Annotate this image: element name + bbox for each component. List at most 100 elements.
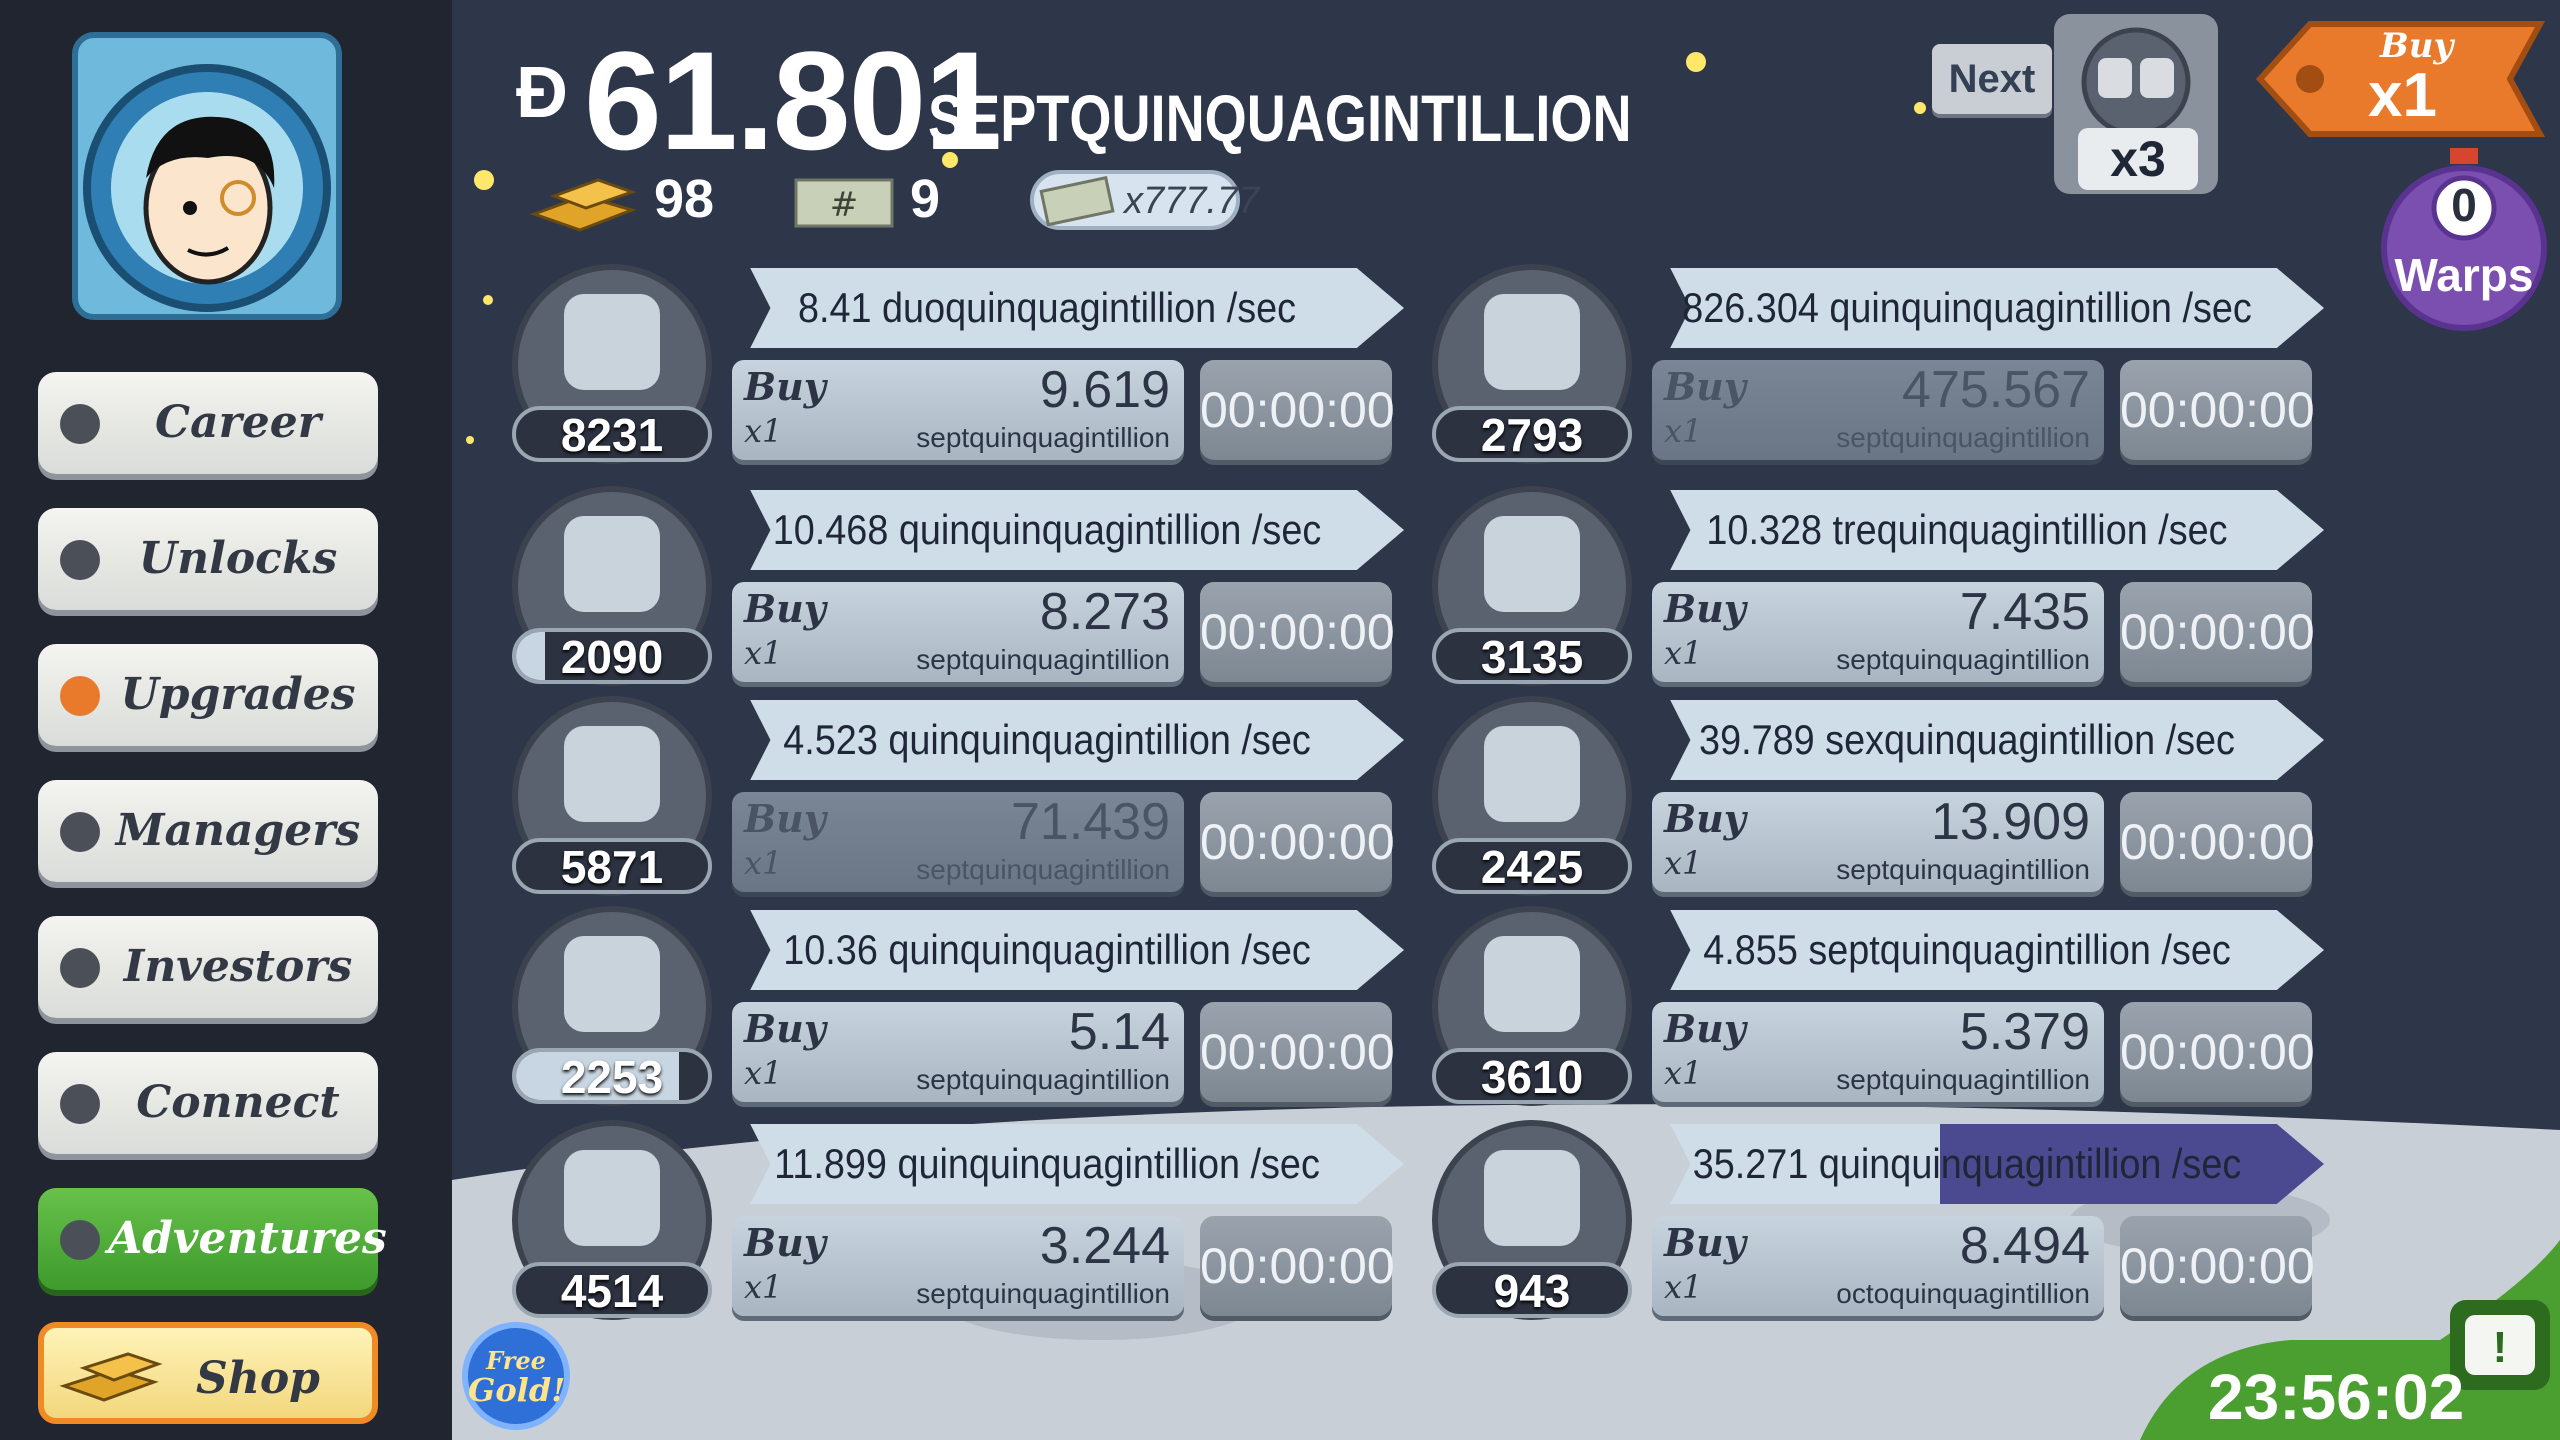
business-count-bar: 5871: [512, 838, 712, 894]
warps-label: Warps: [2394, 249, 2534, 301]
business-rate-bar[interactable]: 39.789 sexquinquagintillion /sec: [1650, 700, 2324, 780]
buy-cost-unit: septquinquagintillion: [916, 422, 1170, 453]
buy-cost: 8.273: [1039, 583, 1170, 641]
moon-barn-icon: [1484, 294, 1580, 390]
buy-mode-label: Buy: [2380, 26, 2454, 66]
free-gold-button[interactable]: Free Gold!: [462, 1322, 570, 1430]
sidebar-item-label: Career: [155, 397, 321, 448]
money-value: 61.801: [584, 22, 1002, 179]
buy-label: Buy: [1664, 586, 1746, 631]
sidebar-item-shop[interactable]: Shop: [38, 1322, 378, 1424]
multiplier-value: x777.77: [1124, 180, 1260, 222]
warps-badge[interactable]: 0 Warps: [2380, 148, 2548, 336]
money-unit: SEPTQUINQUAGINTILLION: [928, 81, 1632, 155]
moon-boots-icon: [2081, 27, 2191, 134]
buy-qty: x1: [1664, 634, 1703, 672]
business-rate: 39.789 sexquinquagintillion /sec: [1699, 716, 2235, 763]
business-rate-bar[interactable]: 10.36 quinquinquagintillion /sec: [730, 910, 1404, 990]
buy-button[interactable]: Buy x1 71.439 septquinquagintillion: [732, 792, 1184, 892]
sidebar-item-connect[interactable]: Connect: [38, 1052, 378, 1154]
buy-button[interactable]: Buy x1 9.619 septquinquagintillion: [732, 360, 1184, 460]
rate-bar-shape: [750, 1124, 1404, 1204]
business-rate: 35.271 quinquinquagintillion /sec: [1692, 1140, 2242, 1187]
sidebar-item-career[interactable]: Career: [38, 372, 378, 474]
currency-symbol: Ð: [516, 53, 568, 133]
business-rate-bar[interactable]: 10.468 quinquinquagintillion /sec: [730, 490, 1404, 570]
business-timer: 00:00:00: [2120, 582, 2315, 682]
buy-cost: 5.14: [1068, 1003, 1170, 1061]
buy-cost-unit: septquinquagintillion: [1836, 854, 2090, 885]
buy-button[interactable]: Buy x1 5.379 septquinquagintillion: [1652, 1002, 2104, 1102]
buy-label: Buy: [744, 796, 826, 841]
business-count: 4514: [560, 1265, 664, 1317]
free-gold-line2: Gold!: [468, 1371, 566, 1409]
sidebar-item-label: Connect: [136, 1077, 340, 1128]
buy-button[interactable]: Buy x1 3.244 septquinquagintillion: [732, 1216, 1184, 1316]
buy-mode-value: x1: [2368, 61, 2437, 130]
business-rate-bar[interactable]: 4.855 septquinquagintillion /sec: [1650, 910, 2324, 990]
business-rate: 11.899 quinquinquagintillion /sec: [774, 1140, 1320, 1187]
buy-qty: x1: [744, 1054, 783, 1092]
business-rate-bar[interactable]: 826.304 quinquinquagintillion /sec: [1650, 268, 2324, 348]
gold-bars-icon: [59, 1352, 163, 1402]
buy-label: Buy: [744, 1220, 826, 1265]
business-timer: 00:00:00: [1200, 792, 1395, 892]
business-timer: 00:00:00: [1200, 1002, 1395, 1102]
svg-text:#: #: [830, 185, 859, 225]
buy-qty: x1: [1664, 1054, 1703, 1092]
sidebar-item-adventures[interactable]: Adventures: [38, 1188, 387, 1290]
warp-clock-icon: [2381, 148, 2547, 331]
buy-label: Buy: [1664, 796, 1746, 841]
buy-button[interactable]: Buy x1 8.273 septquinquagintillion: [732, 582, 1184, 682]
player-avatar[interactable]: [72, 32, 342, 320]
rate-bar-shape: [750, 700, 1404, 780]
status-dot: [60, 1084, 100, 1124]
business-rate-bar[interactable]: 10.328 trequinquagintillion /sec: [1650, 490, 2324, 570]
buy-label: Buy: [744, 586, 826, 631]
business-count-bar: 943: [1432, 1262, 1632, 1318]
business-rate-bar[interactable]: 4.523 quinquinquagintillion /sec: [730, 700, 1404, 780]
sidebar-item-label: Shop: [196, 1353, 320, 1404]
buy-cost-unit: septquinquagintillion: [916, 1278, 1170, 1309]
business-rate-bar[interactable]: 8.41 duoquinquagintillion /sec: [730, 268, 1404, 348]
business-rate: 10.328 trequinquagintillion /sec: [1706, 506, 2228, 553]
status-dot: [60, 948, 100, 988]
buy-label: Buy: [1664, 1220, 1746, 1265]
business-rate: 826.304 quinquinquagintillion /sec: [1682, 284, 2252, 331]
business-rate-bar[interactable]: 11.899 quinquinquagintillion /sec: [730, 1124, 1404, 1204]
rate-bar-shape: [1670, 910, 2324, 990]
status-dot: [60, 812, 100, 852]
buy-cost: 71.439: [1010, 793, 1170, 851]
svg-text:!: !: [2493, 1323, 2508, 1372]
buy-label: Buy: [1664, 364, 1746, 409]
business-timer: 00:00:00: [2120, 360, 2315, 460]
rate-bar-shape: [1670, 490, 2324, 570]
next-unlock-button[interactable]: Next: [1932, 44, 2052, 114]
sidebar-item-managers[interactable]: Managers: [38, 780, 378, 882]
buy-qty: x1: [744, 412, 783, 450]
buy-button[interactable]: Buy x1 475.567 septquinquagintillion: [1652, 360, 2104, 460]
sidebar-item-unlocks[interactable]: Unlocks: [38, 508, 378, 610]
sidebar-item-label: Managers: [115, 805, 361, 856]
buy-button[interactable]: Buy x1 8.494 octoquinquagintillion: [1652, 1216, 2104, 1316]
astronaut-icon: [83, 64, 331, 312]
buy-qty: x1: [744, 1268, 783, 1306]
buy-button[interactable]: Buy x1 13.909 septquinquagintillion: [1652, 792, 2104, 892]
tv-panel[interactable]: !: [2140, 1240, 2560, 1440]
sidebar-item-upgrades[interactable]: Upgrades: [38, 644, 378, 746]
buy-mode-button[interactable]: Buy x1: [2250, 14, 2550, 144]
rate-progress: [1939, 1124, 2324, 1204]
buy-cost-unit: septquinquagintillion: [1836, 1064, 2090, 1095]
business-count: 3135: [1480, 631, 1584, 683]
gold-count: 98: [654, 169, 715, 229]
business-rate-bar[interactable]: 35.271 quinquinquagintillion /sec: [1650, 1124, 2324, 1204]
business-rate: 4.855 septquinquagintillion /sec: [1703, 926, 2231, 973]
buy-cost-unit: septquinquagintillion: [916, 854, 1170, 885]
sidebar-item-investors[interactable]: Investors: [38, 916, 378, 1018]
buy-button[interactable]: Buy x1 7.435 septquinquagintillion: [1652, 582, 2104, 682]
sidebar-item-label: Unlocks: [138, 533, 338, 584]
business-count-bar: 2793: [1432, 406, 1632, 462]
buy-button[interactable]: Buy x1 5.14 septquinquagintillion: [732, 1002, 1184, 1102]
rate-bar-shape: [1670, 268, 2324, 348]
status-dot: [60, 676, 100, 716]
